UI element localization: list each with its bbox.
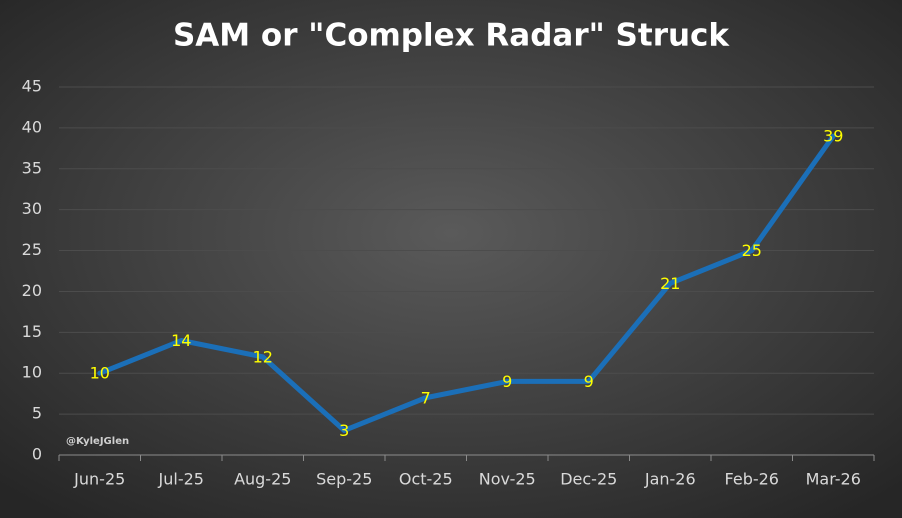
data-label: 12 [253, 347, 273, 366]
x-tick-label: Dec-25 [560, 470, 617, 489]
y-tick-label: 10 [22, 363, 42, 382]
y-tick-label: 20 [22, 281, 42, 300]
x-tick-label: Jan-26 [644, 470, 696, 489]
x-tick-label: Jul-25 [158, 470, 204, 489]
watermark: @KyleJGlen [66, 436, 129, 447]
y-tick-label: 5 [32, 404, 42, 423]
y-tick-label: 40 [22, 117, 42, 136]
data-label: 3 [339, 421, 349, 440]
x-tick-label: Sep-25 [316, 470, 372, 489]
y-tick-label: 0 [32, 445, 42, 464]
y-tick-label: 25 [22, 240, 42, 259]
data-label: 21 [660, 274, 680, 293]
data-label: 39 [823, 127, 843, 146]
data-label: 7 [421, 388, 431, 407]
x-tick-label: Nov-25 [479, 470, 536, 489]
y-tick-label: 35 [22, 158, 42, 177]
chart-title: SAM or "Complex Radar" Struck [173, 18, 730, 54]
data-label: 25 [742, 241, 762, 260]
data-label: 9 [502, 372, 512, 391]
data-label: 9 [584, 372, 594, 391]
data-line [97, 133, 836, 433]
data-label: 10 [90, 364, 110, 383]
x-tick-label: Oct-25 [399, 470, 453, 489]
x-tick-label: Mar-26 [806, 470, 861, 489]
x-tick-label: Aug-25 [234, 470, 291, 489]
y-tick-label: 15 [22, 322, 42, 341]
x-tick-label: Jun-25 [73, 470, 125, 489]
y-tick-label: 30 [22, 199, 42, 218]
y-tick-label: 45 [22, 77, 42, 96]
data-label: 14 [171, 331, 191, 350]
x-tick-label: Feb-26 [725, 470, 779, 489]
